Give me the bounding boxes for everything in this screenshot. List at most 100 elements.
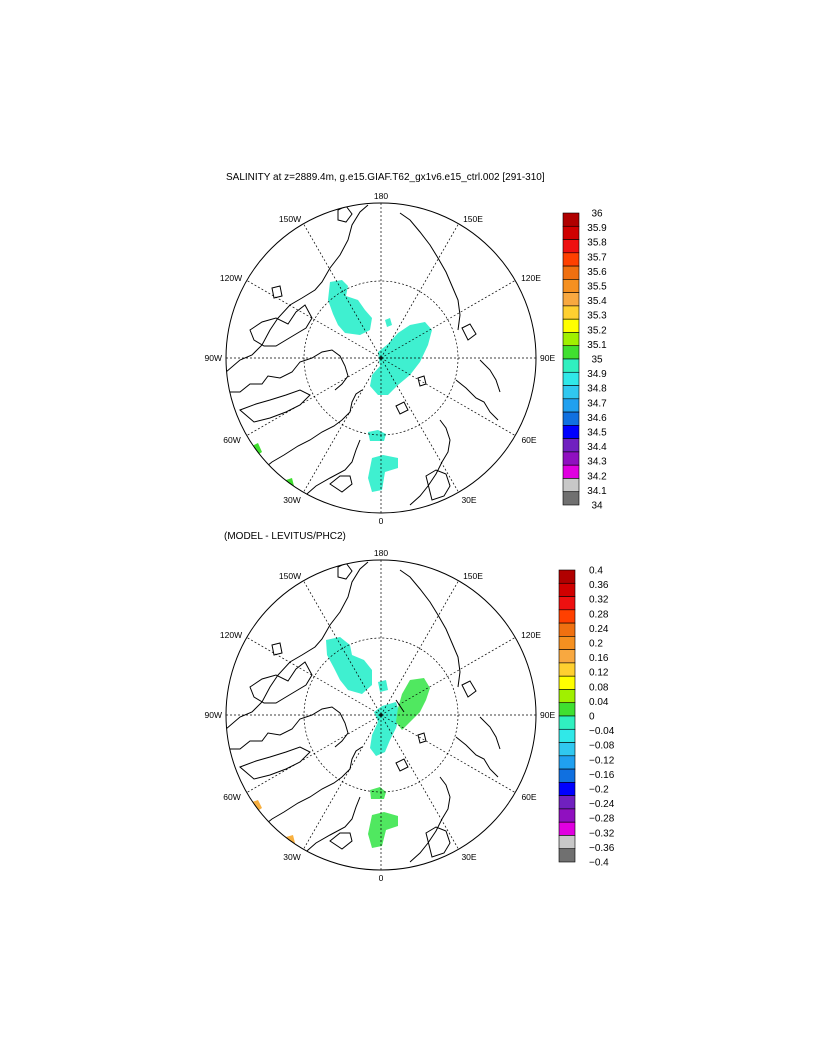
panel2-lon-30e: 30E: [461, 852, 476, 862]
colorbar-swatch: [562, 491, 580, 506]
panel2-field-west: [326, 637, 372, 694]
colorbar-tick-label: 34.9: [587, 369, 607, 380]
colorbar-swatch: [562, 371, 580, 386]
colorbar-tick-label: 35.9: [587, 223, 607, 234]
colorbar-tick-label: 35.3: [587, 311, 607, 322]
panel2-lon-120w: 120W: [220, 630, 242, 640]
panel2-lon-0: 0: [379, 873, 384, 883]
colorbar-swatch: [558, 582, 576, 597]
panel2-lon-60w: 60W: [223, 792, 240, 802]
colorbar-tick-label: 35.6: [587, 267, 607, 278]
colorbar-swatch: [562, 398, 580, 413]
colorbar-swatch: [562, 385, 580, 400]
colorbar-tick-label: 0: [589, 712, 595, 723]
panel1-field-green1: [252, 443, 262, 456]
colorbar-tick-label: 34.6: [587, 413, 607, 424]
colorbar-swatch: [562, 239, 580, 254]
panel1-lon-150w: 150W: [279, 214, 301, 224]
colorbar-swatch: [558, 835, 576, 850]
colorbar-tick-label: 36: [591, 209, 603, 220]
panel2-lon-180: 180: [374, 548, 388, 558]
colorbar-tick-label: 34.8: [587, 384, 607, 395]
colorbar-swatch: [562, 332, 580, 347]
panel2-field-south2: [368, 812, 398, 848]
panel1-lon-120w: 120W: [220, 273, 242, 283]
colorbar-tick-label: 35.8: [587, 238, 607, 249]
colorbar-tick-label: 34.5: [587, 428, 607, 439]
colorbar-swatch: [558, 636, 576, 650]
colorbar-swatch: [562, 318, 580, 333]
colorbar-swatch: [558, 622, 576, 637]
panel2-field-orange1: [252, 800, 262, 812]
colorbar-tick-label: 35.7: [587, 252, 607, 263]
panel1-lon-180: 180: [374, 191, 388, 201]
colorbar-swatch: [562, 451, 580, 466]
panel2-field-center: [370, 702, 400, 756]
colorbar-swatch: [558, 808, 576, 823]
colorbar-tick-label: 0.2: [589, 639, 603, 650]
panel1-lon-150e: 150E: [463, 214, 483, 224]
panel1-lon-90w: 90W: [205, 353, 222, 363]
colorbar-swatch: [558, 742, 576, 757]
colorbar-swatch: [558, 702, 576, 717]
colorbar-swatch: [562, 425, 580, 439]
panel2-lon-120e: 120E: [521, 630, 541, 640]
colorbar-tick-label: 34.4: [587, 442, 607, 453]
colorbar-tick-label: 35.5: [587, 282, 607, 293]
colorbar-swatch: [562, 438, 580, 453]
panel2-lon-150e: 150E: [463, 571, 483, 581]
colorbar-tick-label: 34: [591, 501, 603, 512]
panel1-lon-30w: 30W: [283, 495, 300, 505]
colorbar-swatch: [558, 755, 576, 770]
panel2-lon-60e: 60E: [521, 792, 536, 802]
panel2-title: (MODEL - LEVITUS/PHC2): [224, 531, 346, 542]
colorbar-tick-label: −0.08: [589, 741, 615, 752]
colorbar-swatch: [558, 768, 576, 783]
colorbar-swatch: [558, 649, 576, 664]
colorbar-tick-label: 34.3: [587, 457, 607, 468]
colorbar-swatch: [562, 265, 580, 280]
panel2-colorbar: 0.4 0.36 0.32 0.28 0.24 0.2 0.16 0.12 0.08 0.04 0 −…: [558, 566, 615, 869]
colorbar-swatch: [558, 662, 576, 677]
colorbar-swatch: [562, 345, 580, 360]
panel1-field-small: [385, 318, 392, 327]
colorbar-tick-label: 0.04: [589, 697, 609, 708]
panel2-lon-30w: 30W: [283, 852, 300, 862]
colorbar-swatch: [558, 675, 576, 690]
colorbar-tick-label: 0.24: [589, 624, 609, 635]
colorbar-swatch: [562, 358, 580, 373]
panel1-title: SALINITY at z=2889.4m, g.e15.GIAF.T62_gx…: [226, 172, 545, 183]
panel1-lon-90e: 90E: [540, 353, 555, 363]
colorbar-tick-label: −0.32: [589, 828, 615, 839]
colorbar-swatch: [558, 795, 576, 810]
colorbar-swatch: [558, 728, 576, 743]
colorbar-swatch: [562, 279, 580, 293]
panel2-field-south1: [370, 787, 386, 799]
panel2-field-small: [378, 680, 388, 692]
colorbar-swatch: [562, 411, 580, 426]
panel1-field-center: [370, 322, 432, 395]
colorbar-tick-label: −0.36: [589, 843, 615, 854]
panel1-field-south1: [368, 430, 386, 441]
colorbar-swatch: [562, 305, 580, 320]
colorbar-tick-label: −0.04: [589, 726, 615, 737]
panel2-map: 180 0 90W 90E 150W 120W 150E 120E 60W 30…: [205, 548, 615, 883]
panel1-field-west: [328, 280, 372, 335]
colorbar-swatch: [562, 252, 580, 267]
colorbar-tick-label: 0.08: [589, 682, 609, 693]
colorbar-tick-label: 0.12: [589, 668, 609, 679]
colorbar-tick-label: 0.4: [589, 566, 603, 577]
colorbar-tick-label: 35.4: [587, 296, 607, 307]
colorbar-swatch: [558, 596, 576, 611]
panel1-lon-30e: 30E: [461, 495, 476, 505]
colorbar-swatch: [562, 464, 580, 479]
panel2-lon-90e: 90E: [540, 710, 555, 720]
colorbar-swatch: [562, 212, 580, 227]
colorbar-tick-label: 0.28: [589, 609, 609, 620]
colorbar-swatch: [558, 569, 576, 584]
colorbar-swatch: [558, 821, 576, 836]
colorbar-tick-label: −0.16: [589, 770, 615, 781]
colorbar-swatch: [558, 848, 576, 863]
panel1-lon-0: 0: [379, 516, 384, 526]
